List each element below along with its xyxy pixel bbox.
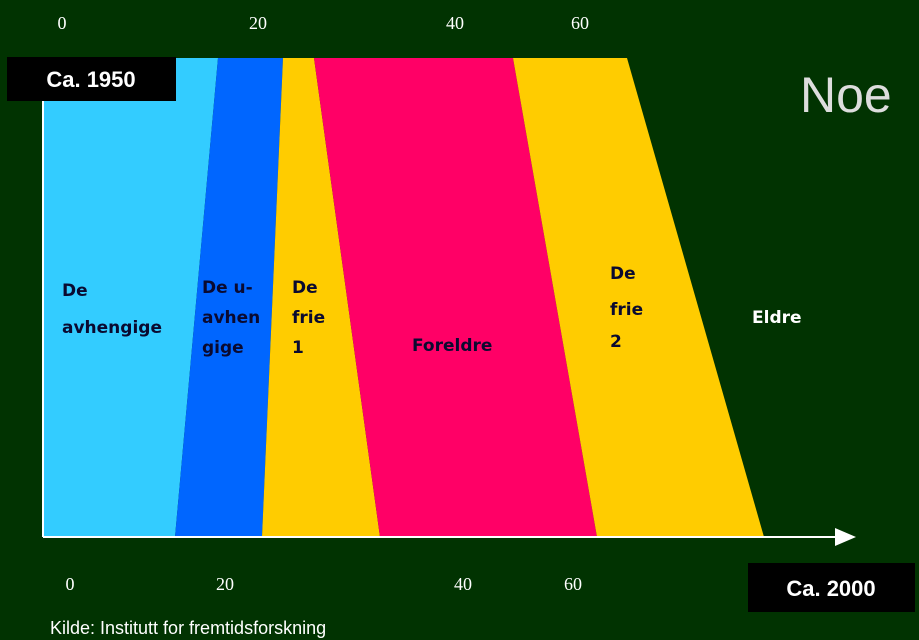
end-label: Ca. 2000: [786, 576, 875, 601]
band-free-2: [513, 58, 764, 537]
start-label-box: [7, 57, 176, 101]
bottom-tick: 20: [216, 574, 234, 594]
bottom-tick: 0: [66, 574, 75, 594]
top-tick: 20: [249, 13, 267, 33]
slide-title: Noe: [800, 67, 892, 123]
band-label: avhen: [202, 308, 260, 328]
axis-arrow: [835, 528, 856, 546]
start-label: Ca. 1950: [46, 67, 135, 92]
band-label: Eldre: [752, 308, 802, 328]
bottom-tick: 40: [454, 574, 472, 594]
end-label-box: [748, 563, 915, 612]
band-parents: [314, 58, 597, 537]
band-dependent: [43, 58, 218, 537]
top-tick: 40: [446, 13, 464, 33]
band-free-1: [262, 58, 380, 537]
band-label: 2: [610, 332, 622, 352]
band-label: Foreldre: [412, 336, 492, 356]
band-label: 1: [292, 338, 304, 358]
top-tick: 0: [58, 13, 67, 33]
band-independent: [175, 58, 283, 537]
band-label: avhengige: [62, 318, 162, 338]
band-label: frie: [292, 308, 325, 328]
band-label: De: [610, 264, 636, 284]
band-label: De u-: [202, 278, 253, 298]
band-label: De: [62, 281, 88, 301]
source: Kilde: Institutt for fremtidsforskning: [50, 618, 326, 638]
band-label: gige: [202, 338, 244, 358]
band-label: frie: [610, 300, 643, 320]
top-tick: 60: [571, 13, 589, 33]
bottom-tick: 60: [564, 574, 582, 594]
band-label: De: [292, 278, 318, 298]
